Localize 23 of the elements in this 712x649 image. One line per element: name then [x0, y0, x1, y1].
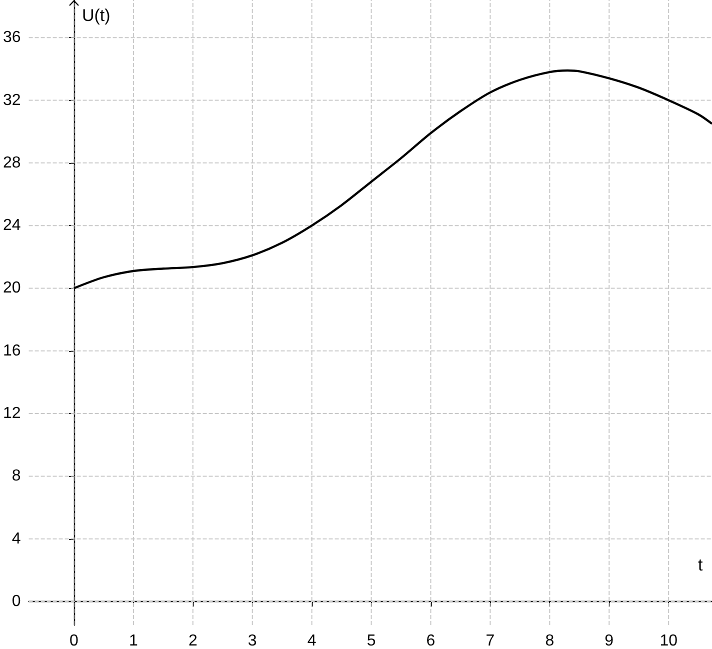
x-tick-label: 0	[70, 632, 79, 649]
x-tick-label: 8	[545, 632, 554, 649]
x-tick-label: 3	[248, 632, 257, 649]
y-tick-label: 4	[12, 530, 21, 548]
y-tick-label: 0	[12, 593, 21, 610]
x-tick-label: 10	[660, 632, 678, 649]
y-tick-label: 24	[3, 217, 21, 234]
y-tick-label: 28	[3, 154, 21, 172]
x-tick-label: 7	[486, 632, 495, 649]
y-tick-label: 8	[12, 468, 21, 485]
y-tick-label: 32	[3, 92, 21, 109]
x-tick-label: 2	[188, 632, 198, 649]
y-tick-label: 36	[3, 29, 21, 46]
x-tick-label: 6	[426, 632, 436, 649]
y-axis-title: U(t)	[82, 6, 110, 25]
x-axis-title: t	[698, 556, 703, 575]
x-tick-label: 9	[604, 632, 614, 649]
x-tick-label: 5	[366, 632, 376, 649]
y-tick-label: 16	[3, 342, 21, 360]
y-tick-label: 20	[3, 280, 21, 297]
x-tick-label: 4	[307, 632, 316, 649]
y-tick-label: 12	[3, 405, 21, 422]
x-tick-label: 1	[128, 632, 138, 649]
